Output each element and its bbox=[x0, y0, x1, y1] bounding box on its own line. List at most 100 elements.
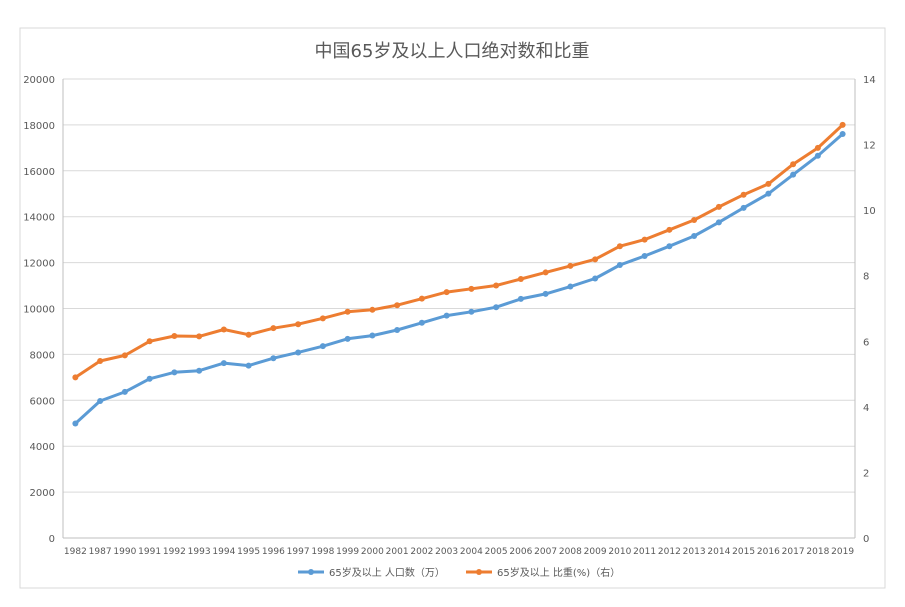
x-tick-label: 2002 bbox=[410, 547, 433, 557]
series-1-point bbox=[567, 283, 574, 290]
x-tick-label: 2019 bbox=[831, 547, 854, 557]
series-1-point bbox=[196, 367, 203, 374]
series-2-point bbox=[715, 203, 722, 210]
series-1-point bbox=[344, 335, 351, 342]
series-1-point bbox=[270, 355, 277, 362]
y-right-tick-label: 8 bbox=[863, 272, 869, 283]
x-tick-label: 1982 bbox=[64, 547, 87, 557]
axes bbox=[62, 79, 856, 539]
y-right-tick-label: 4 bbox=[863, 403, 869, 414]
series-2-point bbox=[666, 226, 673, 233]
x-tick-label: 2006 bbox=[509, 547, 532, 557]
series-2-point bbox=[295, 321, 302, 328]
series-1-point bbox=[443, 312, 450, 319]
series-1-point bbox=[493, 304, 500, 311]
y-right-tick-label: 14 bbox=[863, 75, 876, 86]
series-2-point bbox=[344, 308, 351, 315]
x-tick-label: 1994 bbox=[212, 547, 235, 557]
legend-marker-2 bbox=[476, 569, 482, 575]
series-2-point bbox=[196, 333, 203, 340]
series-2-point bbox=[72, 374, 79, 381]
y-left-tick-label: 12000 bbox=[23, 259, 55, 270]
x-tick-label: 1990 bbox=[113, 547, 136, 557]
x-tick-label: 1987 bbox=[89, 547, 112, 557]
series-2-point bbox=[394, 302, 401, 309]
series-1-point bbox=[814, 152, 821, 159]
series-1-point bbox=[146, 375, 153, 382]
series-2-point bbox=[369, 306, 376, 313]
series-1-point bbox=[790, 171, 797, 178]
series-1-point bbox=[839, 131, 846, 138]
series-1-point bbox=[740, 204, 747, 211]
y-left-tick-label: 14000 bbox=[23, 213, 55, 224]
series-1-point bbox=[542, 290, 549, 297]
y-axis-right-ticks: 0 2 4 6 8 10 12 14 bbox=[863, 75, 876, 545]
x-tick-label: 2000 bbox=[361, 547, 384, 557]
y-left-tick-label: 4000 bbox=[30, 442, 55, 453]
x-tick-label: 2013 bbox=[683, 547, 706, 557]
x-tick-label: 2017 bbox=[782, 547, 805, 557]
legend-label-1: 65岁及以上 人口数（万） bbox=[329, 566, 445, 579]
x-tick-label: 2009 bbox=[584, 547, 607, 557]
series-1-point bbox=[592, 275, 599, 282]
series-2-point bbox=[220, 326, 227, 333]
series-2-point bbox=[270, 325, 277, 332]
x-tick-label: 2014 bbox=[707, 547, 730, 557]
series-line-1 bbox=[73, 132, 845, 425]
x-tick-label: 1996 bbox=[262, 547, 285, 557]
series-2-point bbox=[839, 121, 846, 128]
series-2-point bbox=[542, 269, 549, 276]
series-1-point bbox=[418, 319, 425, 326]
x-axis-ticks: 1982 1987 1990 1991 1992 1993 1994 1995 1996 1997… bbox=[64, 547, 854, 557]
series-2-point bbox=[245, 331, 252, 338]
series-2-point bbox=[592, 256, 599, 263]
y-axis-left-ticks: 0 2000 4000 6000 8000 10000 12000 14000 16000 180… bbox=[23, 75, 55, 545]
y-right-tick-label: 12 bbox=[863, 141, 876, 152]
y-left-tick-label: 0 bbox=[49, 534, 55, 545]
y-right-tick-label: 0 bbox=[863, 534, 869, 545]
series-2-point bbox=[616, 243, 623, 250]
x-tick-label: 1991 bbox=[138, 547, 161, 557]
x-tick-label: 2003 bbox=[435, 547, 458, 557]
series-2-point bbox=[641, 236, 648, 243]
series-2-point bbox=[146, 338, 153, 345]
series-1-point bbox=[295, 349, 302, 356]
y-right-tick-label: 6 bbox=[863, 337, 869, 348]
series-1-point bbox=[220, 360, 227, 367]
series-2-point bbox=[691, 216, 698, 223]
x-tick-label: 2016 bbox=[757, 547, 780, 557]
y-left-tick-label: 2000 bbox=[30, 488, 55, 499]
series-line-2 bbox=[73, 123, 845, 379]
series-group bbox=[72, 121, 846, 427]
y-right-tick-label: 10 bbox=[863, 206, 876, 217]
gridlines bbox=[63, 78, 855, 493]
y-left-tick-label: 20000 bbox=[23, 75, 55, 86]
x-tick-label: 2008 bbox=[559, 547, 582, 557]
chart-title: 中国65岁及以上人口绝对数和比重 bbox=[315, 41, 590, 62]
x-tick-label: 2010 bbox=[608, 547, 631, 557]
series-2-point bbox=[765, 180, 772, 187]
series-2-point bbox=[319, 315, 326, 322]
x-tick-label: 2015 bbox=[732, 547, 755, 557]
series-1-point bbox=[468, 308, 475, 315]
series-2-point bbox=[790, 161, 797, 168]
series-2-point bbox=[97, 357, 104, 364]
y-left-tick-label: 10000 bbox=[23, 305, 55, 316]
y-left-tick-label: 18000 bbox=[23, 121, 55, 132]
series-1-point bbox=[641, 252, 648, 259]
x-tick-label: 2004 bbox=[460, 547, 483, 557]
series-2-point bbox=[443, 289, 450, 296]
x-tick-label: 1995 bbox=[237, 547, 260, 557]
x-tick-label: 2018 bbox=[806, 547, 829, 557]
series-2-point bbox=[567, 262, 574, 269]
x-tick-label: 1998 bbox=[311, 547, 334, 557]
series-1-point bbox=[369, 332, 376, 339]
series-1-point bbox=[121, 388, 128, 395]
series-2-point bbox=[740, 191, 747, 198]
series-2-point bbox=[121, 352, 128, 359]
series-1-point bbox=[715, 219, 722, 226]
legend-label-2: 65岁及以上 比重(%)（右） bbox=[497, 566, 620, 579]
series-1-point bbox=[691, 232, 698, 239]
